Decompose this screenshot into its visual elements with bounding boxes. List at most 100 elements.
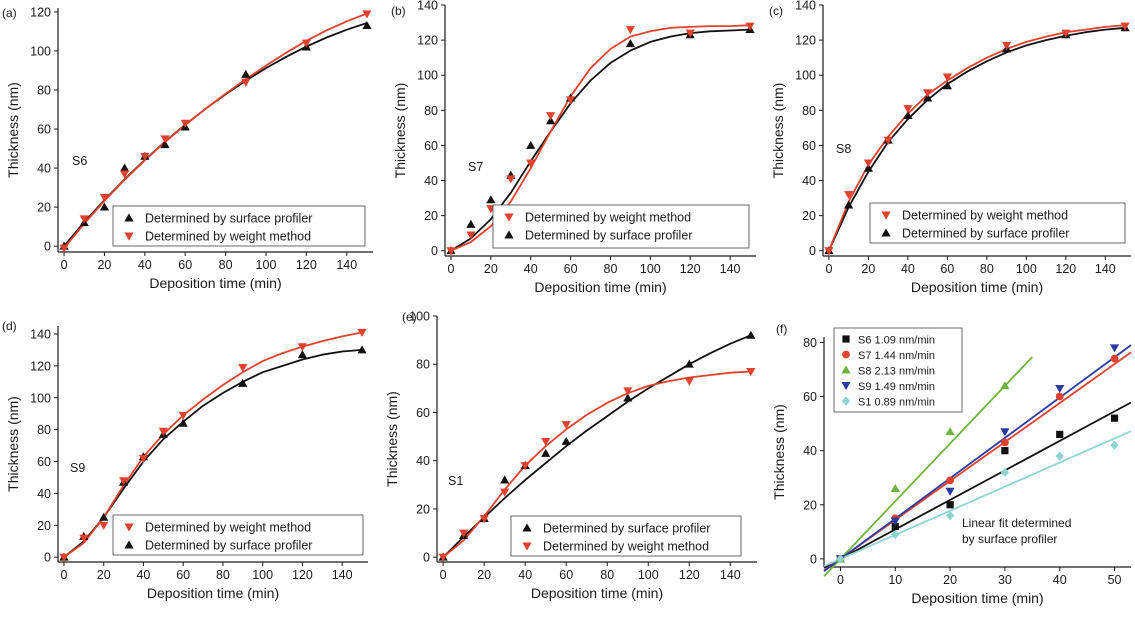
- data-point: [561, 421, 571, 430]
- x-tick-label: 40: [524, 262, 538, 276]
- data-point: [883, 136, 893, 145]
- fit-line-series-4: [823, 430, 1132, 568]
- x-tick-label: 20: [861, 262, 875, 276]
- legend-box: [492, 204, 750, 249]
- panel-label: (b): [391, 4, 406, 18]
- data-point: [546, 116, 556, 125]
- data-point: [466, 219, 476, 228]
- y-tick-label: 20: [37, 201, 51, 215]
- data-point: [546, 112, 556, 121]
- data-point: [903, 110, 913, 120]
- sample-label: S1: [448, 474, 463, 488]
- legend-marker: [841, 396, 851, 406]
- legend-marker: [841, 365, 851, 374]
- data-point: [486, 195, 496, 204]
- series-1-points: [824, 22, 1130, 256]
- data-point: [1110, 354, 1119, 363]
- y-tick-label: 0: [44, 240, 51, 254]
- x-tick-label: 140: [1095, 262, 1116, 276]
- data-point: [160, 135, 170, 144]
- data-point: [297, 350, 308, 359]
- y-tick-label: 40: [37, 162, 51, 176]
- x-tick-label: 50: [1108, 573, 1122, 587]
- x-tick-label: 100: [252, 568, 273, 582]
- y-tick-label: 60: [37, 123, 51, 137]
- x-tick-label: 0: [448, 262, 455, 276]
- legend-label: Determined by weight method: [543, 540, 709, 554]
- data-point: [891, 529, 900, 540]
- x-tick-label: 80: [219, 258, 233, 272]
- data-point: [297, 343, 308, 352]
- legend-marker: [124, 232, 134, 241]
- data-point: [357, 345, 367, 354]
- y-axis-title: Thickness (nm): [770, 83, 786, 179]
- y-tick-label: 80: [802, 104, 816, 118]
- x-tick-label: 60: [176, 568, 190, 582]
- legend-label: Determined by weight method: [902, 209, 1068, 223]
- y-tick-label: 140: [30, 327, 51, 341]
- data-point: [946, 501, 954, 509]
- data-point: [118, 477, 129, 486]
- data-point: [138, 454, 149, 463]
- data-point: [459, 529, 469, 538]
- data-point: [942, 73, 952, 82]
- y-tick-label: 40: [802, 174, 816, 188]
- legend-label: S1 0.89 nm/min: [858, 397, 935, 409]
- data-point: [120, 163, 130, 172]
- x-tick-label: 60: [564, 262, 578, 276]
- data-point: [945, 427, 955, 436]
- data-point: [1109, 344, 1120, 353]
- y-tick-label: 80: [803, 336, 817, 350]
- data-point: [241, 69, 251, 78]
- y-tick-label: 40: [803, 444, 817, 458]
- y-tick-label: 120: [417, 34, 438, 48]
- legend-marker: [841, 382, 851, 391]
- fit-line-series-1: [63, 331, 363, 558]
- series-1-points: [59, 328, 367, 562]
- y-tick-label: 40: [416, 454, 430, 468]
- x-tick-label: 100: [638, 568, 659, 582]
- annotation-text: Linear fit determined: [962, 516, 1071, 530]
- y-tick-label: 0: [431, 244, 438, 258]
- y-tick-label: 20: [803, 498, 817, 512]
- x-tick-label: 20: [97, 568, 111, 582]
- chart-panel-b: 0 20 40 60 80 100 120 140 0 20 40 60 80 100 120 140 Depo…: [391, 0, 756, 295]
- series-1-points: [438, 368, 756, 562]
- x-tick-label: 0: [61, 258, 68, 272]
- legend-label: Determined by surface profiler: [525, 229, 692, 243]
- data-point: [520, 462, 530, 471]
- x-axis-title: Deposition time (min): [534, 279, 666, 295]
- legend: Determined by weight method Determined by…: [492, 204, 750, 249]
- x-tick-label: 30: [998, 573, 1012, 587]
- y-tick-label: 100: [417, 69, 438, 83]
- data-point: [1001, 438, 1009, 447]
- data-point: [746, 368, 756, 377]
- data-point: [942, 81, 952, 90]
- x-tick-label: 60: [178, 258, 192, 272]
- data-point: [59, 553, 69, 562]
- data-point: [1110, 440, 1119, 450]
- data-point: [466, 231, 476, 240]
- data-point: [99, 521, 109, 530]
- y-tick-label: 100: [30, 391, 51, 405]
- y-tick-label: 60: [424, 139, 438, 153]
- data-point: [844, 200, 854, 209]
- legend-marker: [504, 230, 514, 239]
- y-tick-label: 20: [802, 209, 816, 223]
- data-point: [479, 515, 489, 524]
- panel-label: (e): [402, 310, 417, 324]
- x-axis-title: Deposition time (min): [149, 275, 281, 291]
- data-point: [746, 330, 756, 339]
- data-point: [945, 510, 955, 521]
- data-point: [301, 39, 311, 48]
- x-tick-label: 140: [720, 262, 741, 276]
- y-axis-title: Thickness (nm): [771, 404, 787, 500]
- x-tick-label: 80: [216, 568, 230, 582]
- data-point: [1002, 41, 1012, 50]
- y-axis-title: Thickness (nm): [5, 82, 21, 178]
- data-point: [1055, 392, 1064, 401]
- legend-label: Determined by surface profiler: [145, 539, 312, 553]
- y-tick-label: 60: [37, 455, 51, 469]
- legend-label: S9 1.49 nm/min: [858, 381, 935, 393]
